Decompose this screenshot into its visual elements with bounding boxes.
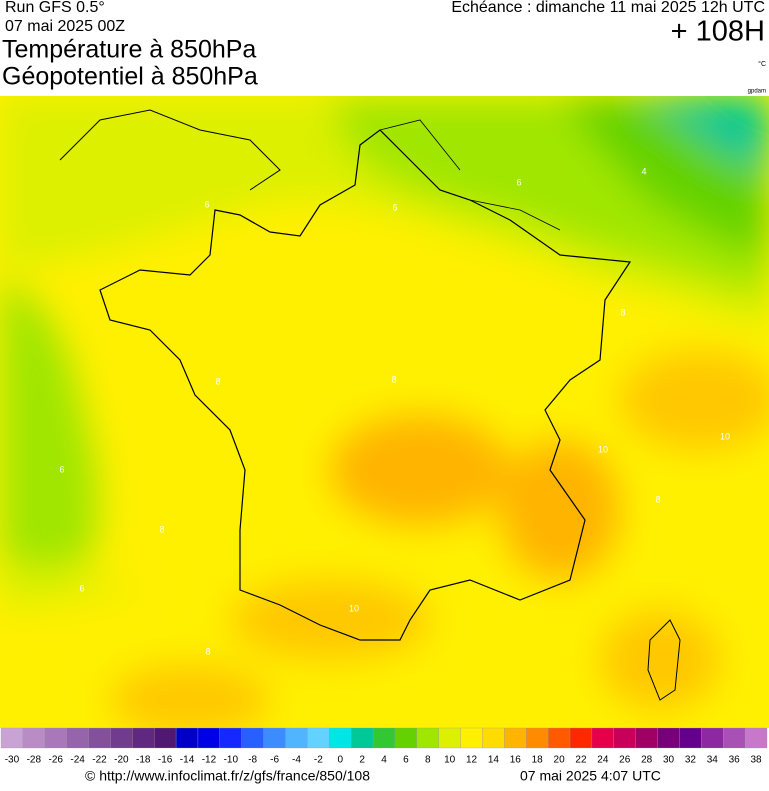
contour-label: 10 <box>720 431 730 441</box>
scale-swatch <box>504 727 527 749</box>
scale-label: -8 <box>248 755 257 766</box>
title-2: Géopotentiel à 850hPa <box>2 63 258 91</box>
footer-generated: 07 mai 2025 4:07 UTC <box>520 768 661 784</box>
scale-label: 12 <box>466 755 478 766</box>
scale-label: -28 <box>27 755 42 766</box>
scale-label: -6 <box>270 755 279 766</box>
credit: gpdam <box>748 89 766 95</box>
scale-swatch <box>329 727 352 749</box>
contour-label: 8 <box>205 646 210 656</box>
scale-swatch <box>263 727 286 749</box>
contour-label: 6 <box>516 177 521 187</box>
contour-label: 6 <box>59 464 64 474</box>
scale-swatch <box>0 727 24 749</box>
title-1: Température à 850hPa <box>2 36 256 64</box>
scale-label: 14 <box>488 755 500 766</box>
contour-label: 10 <box>349 603 359 613</box>
contour-label: 8 <box>159 524 164 534</box>
scale-swatch <box>66 727 89 749</box>
scale-swatch <box>154 727 177 749</box>
scale-label: -14 <box>180 755 195 766</box>
scale-label: -4 <box>292 755 301 766</box>
contour-label: 6 <box>79 583 84 593</box>
scale-label: -12 <box>202 755 217 766</box>
scale-swatch <box>482 727 505 749</box>
run-date: 07 mai 2025 00Z <box>5 18 125 35</box>
scale-swatch <box>635 727 658 749</box>
scale-swatch <box>132 727 155 749</box>
scale-swatch <box>657 727 680 749</box>
scale-swatch <box>197 727 221 749</box>
scale-swatch <box>547 727 571 749</box>
scale-swatch <box>394 727 417 749</box>
scale-swatch <box>44 727 67 749</box>
scale-swatch <box>285 727 308 749</box>
scale-swatch <box>613 727 636 749</box>
contour-label: 6 <box>204 199 209 209</box>
scale-swatch <box>372 727 396 749</box>
scale-swatch <box>219 727 242 749</box>
scale-label: -24 <box>70 755 85 766</box>
scale-swatch <box>241 727 264 749</box>
scale-swatch <box>591 727 614 749</box>
scale-swatch <box>88 727 111 749</box>
scale-label: -18 <box>136 755 151 766</box>
scale-label: 26 <box>619 755 631 766</box>
footer-url: © http://www.infoclimat.fr/z/gfs/france/… <box>85 768 370 784</box>
scale-label: 10 <box>444 755 456 766</box>
contour-label: 8 <box>391 374 396 384</box>
scale-swatch <box>526 727 549 749</box>
scale-swatch <box>351 727 374 749</box>
scale-swatch <box>307 727 330 749</box>
scale-swatch <box>569 727 593 749</box>
run: Run GFS 0.5° <box>5 0 105 16</box>
contour-label: 8 <box>620 307 625 317</box>
scale-label: 28 <box>641 755 653 766</box>
contour-label: 8 <box>215 376 220 386</box>
contour-label: 4 <box>641 166 646 176</box>
scale-label: 20 <box>554 755 566 766</box>
scale-label: -20 <box>114 755 129 766</box>
contour-label: 8 <box>655 494 660 504</box>
contour-label: 10 <box>598 444 608 454</box>
scale-label: 34 <box>707 755 719 766</box>
scale-label: 24 <box>597 755 609 766</box>
scale-swatch <box>438 727 461 749</box>
scale-label: 4 <box>381 755 387 766</box>
scale-label: -26 <box>48 755 63 766</box>
contour-label: 6 <box>392 202 397 212</box>
scale-label: -30 <box>5 755 20 766</box>
scale-label: 8 <box>425 755 431 766</box>
scale-swatch <box>460 727 483 749</box>
unit: °C <box>758 60 766 68</box>
valid-time: Echéance : dimanche 11 mai 2025 12h UTC <box>451 0 765 16</box>
scale-label: 38 <box>750 755 762 766</box>
scale-swatch <box>679 727 702 749</box>
scale-label: 6 <box>403 755 409 766</box>
scale-label: -22 <box>92 755 107 766</box>
scale-label: 30 <box>663 755 675 766</box>
scale-swatch <box>175 727 199 749</box>
scale-label: -2 <box>314 755 323 766</box>
scale-label: 32 <box>685 755 697 766</box>
scale-label: 36 <box>729 755 741 766</box>
scale-label: 2 <box>359 755 365 766</box>
scale-label: 18 <box>532 755 544 766</box>
scale-swatch <box>416 727 439 749</box>
lead-time: + 108H <box>671 16 765 48</box>
scale-swatch <box>110 727 133 749</box>
scale-label: -16 <box>158 755 173 766</box>
map: 6 6 4 6 8 8 8 6 8 10 10 10 8 6 8 <box>0 96 769 728</box>
scale-swatch <box>723 727 746 749</box>
scale-swatch <box>701 727 724 749</box>
scale-label: -10 <box>224 755 239 766</box>
scale-swatch <box>744 727 768 749</box>
scale-label: 22 <box>575 755 587 766</box>
scale-swatch <box>22 727 45 749</box>
scale-label: 0 <box>337 755 343 766</box>
scale-label: 16 <box>510 755 522 766</box>
